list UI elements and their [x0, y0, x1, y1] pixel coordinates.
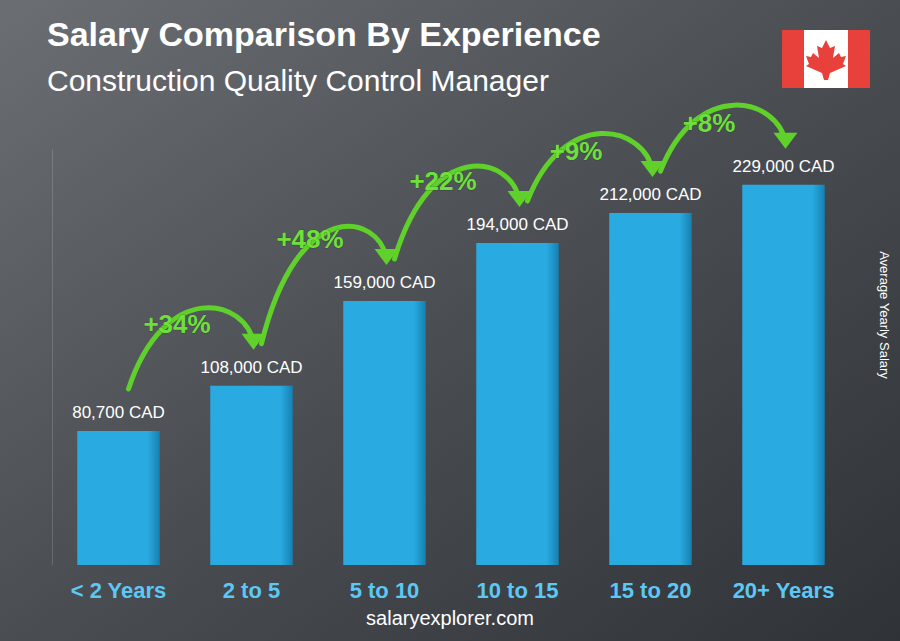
svg-text:+9%: +9% [550, 136, 603, 166]
svg-text:212,000 CAD: 212,000 CAD [599, 185, 701, 204]
svg-text:5 to 10: 5 to 10 [350, 578, 420, 603]
svg-text:+34%: +34% [143, 309, 210, 339]
svg-text:+8%: +8% [683, 108, 736, 138]
svg-text:229,000 CAD: 229,000 CAD [732, 157, 834, 176]
svg-text:+22%: +22% [409, 166, 476, 196]
svg-text:15 to 20: 15 to 20 [610, 578, 692, 603]
svg-text:80,700 CAD: 80,700 CAD [72, 403, 165, 422]
svg-text:Construction Quality Control M: Construction Quality Control Manager [47, 64, 549, 97]
svg-text:salaryexplorer.com: salaryexplorer.com [366, 607, 534, 629]
svg-text:2 to 5: 2 to 5 [223, 578, 280, 603]
svg-text:+48%: +48% [276, 224, 343, 254]
svg-text:< 2 Years: < 2 Years [71, 578, 167, 603]
svg-text:Salary Comparison By Experienc: Salary Comparison By Experience [47, 15, 601, 53]
svg-text:20+ Years: 20+ Years [733, 578, 835, 603]
svg-text:108,000 CAD: 108,000 CAD [200, 358, 302, 377]
svg-text:194,000 CAD: 194,000 CAD [466, 215, 568, 234]
svg-text:159,000 CAD: 159,000 CAD [333, 273, 435, 292]
svg-text:Average Yearly Salary: Average Yearly Salary [877, 251, 892, 379]
svg-text:10 to 15: 10 to 15 [477, 578, 559, 603]
